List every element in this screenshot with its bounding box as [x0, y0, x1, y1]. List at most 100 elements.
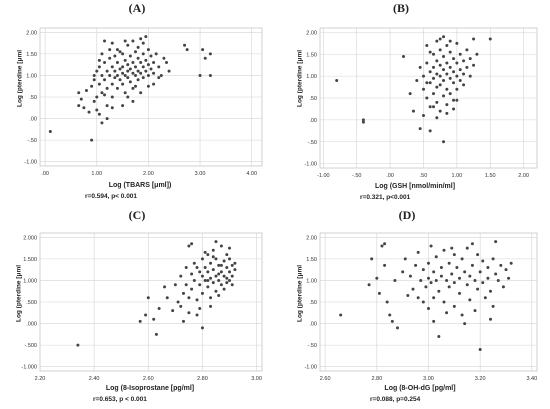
data-point — [370, 257, 374, 261]
data-point — [108, 48, 112, 52]
data-point — [228, 270, 232, 274]
data-point — [192, 278, 196, 282]
data-point — [126, 76, 130, 80]
data-point — [481, 281, 485, 285]
data-point — [97, 58, 101, 62]
y-tick-label: .000 — [26, 322, 37, 328]
y-tick-label: 2.00 — [306, 235, 317, 241]
data-point — [442, 35, 446, 39]
data-point — [165, 296, 169, 300]
data-point — [211, 255, 215, 259]
data-point — [131, 39, 135, 43]
data-point — [103, 78, 107, 82]
data-point — [228, 246, 232, 250]
y-tick-label: .50 — [29, 95, 37, 101]
data-point — [432, 319, 436, 323]
data-point — [393, 278, 397, 282]
data-point — [200, 274, 204, 278]
data-point — [152, 71, 156, 75]
data-point — [121, 104, 125, 108]
data-point — [95, 95, 99, 99]
data-point — [428, 70, 432, 74]
data-point — [105, 104, 109, 108]
data-point — [181, 291, 185, 295]
data-point — [380, 244, 384, 248]
data-point — [157, 65, 161, 69]
data-point — [77, 104, 81, 108]
data-point — [209, 304, 213, 308]
x-axis-label: Log (8-Isoprostane [pg/ml] — [105, 385, 195, 392]
data-point — [429, 244, 433, 248]
y-tick-label: 1.50 — [306, 52, 317, 58]
panel-letter: (B) — [393, 1, 409, 15]
data-point — [465, 246, 469, 250]
x-tick-label: 4.00 — [246, 171, 257, 177]
data-point — [100, 73, 104, 77]
x-axis-label: Log (GSH [nmol/min/ml] — [374, 183, 456, 190]
y-axis-label: Log (pterdine [μml — [16, 49, 24, 108]
data-point — [455, 74, 459, 78]
data-point — [185, 48, 189, 52]
data-point — [82, 106, 86, 110]
data-point — [435, 100, 439, 104]
data-point — [421, 300, 425, 304]
data-point — [427, 261, 430, 265]
data-point — [121, 65, 125, 69]
x-tick-label: 2.80 — [371, 376, 382, 382]
y-tick-label: .00 — [309, 322, 317, 328]
data-point — [184, 266, 188, 269]
data-point — [203, 250, 207, 254]
data-point — [460, 313, 464, 317]
data-point — [401, 270, 405, 274]
data-point — [184, 283, 188, 287]
data-point — [146, 73, 150, 77]
data-point — [450, 272, 454, 276]
data-point — [198, 270, 202, 274]
data-point — [468, 57, 472, 61]
data-point — [87, 110, 91, 114]
x-tick-label: 3.40 — [526, 376, 537, 382]
x-tick-label: .00 — [41, 171, 49, 177]
data-point — [181, 319, 185, 323]
data-point — [428, 81, 432, 85]
data-point — [419, 278, 423, 282]
data-point — [203, 278, 207, 282]
data-point — [447, 261, 451, 265]
data-point — [200, 326, 204, 330]
data-point — [211, 281, 215, 285]
data-point — [118, 50, 122, 54]
data-point — [473, 309, 477, 313]
data-point — [163, 285, 167, 289]
data-point — [452, 107, 456, 111]
data-point — [146, 296, 150, 300]
y-tick-label: 2.00 — [26, 30, 37, 36]
y-tick-label: -1.000 — [21, 365, 37, 371]
x-axis-label: Log (TBARS [μml]) — [108, 182, 172, 189]
data-point — [504, 268, 508, 272]
data-point — [208, 73, 212, 77]
data-point — [425, 61, 429, 65]
data-point — [144, 313, 148, 317]
data-point — [377, 291, 381, 295]
data-point — [435, 72, 439, 76]
data-point — [136, 45, 140, 49]
data-point — [187, 311, 191, 315]
data-point — [95, 69, 99, 73]
scatter-plot: -1.00 -.50 .00 .50 1.00 1.50 2.00 2.00 1.50 1.00.… — [304, 27, 538, 179]
data-point — [126, 43, 130, 47]
data-point — [435, 85, 439, 89]
y-tick-label: 1.50 — [306, 257, 317, 263]
data-point — [154, 332, 158, 336]
data-point — [432, 296, 436, 300]
data-point — [478, 270, 482, 274]
panel-d: (D) 2.60 2.80 3.00 3.20 3.40 2.00 1.50 1.00 .50.… — [275, 205, 550, 409]
data-point — [406, 294, 410, 298]
data-point — [448, 50, 452, 54]
data-point — [421, 74, 425, 78]
data-point — [468, 74, 472, 78]
data-point — [442, 68, 446, 72]
data-point — [465, 48, 469, 52]
data-point — [198, 283, 202, 287]
data-point — [465, 65, 469, 69]
data-point — [462, 72, 466, 76]
